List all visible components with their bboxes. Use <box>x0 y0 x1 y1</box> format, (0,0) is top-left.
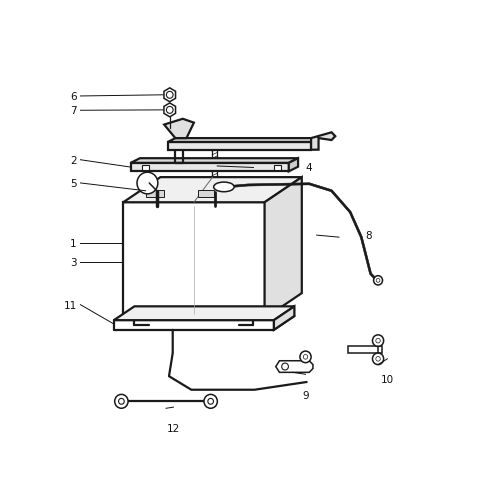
Circle shape <box>376 357 380 361</box>
Bar <box>168 143 311 150</box>
Bar <box>123 203 264 319</box>
Text: 11: 11 <box>63 300 77 310</box>
Text: 6: 6 <box>70 92 77 102</box>
Circle shape <box>204 395 217 408</box>
Text: 4: 4 <box>305 163 312 173</box>
Circle shape <box>115 395 128 408</box>
Polygon shape <box>131 159 298 163</box>
Bar <box>198 191 215 198</box>
Text: 12: 12 <box>167 423 180 433</box>
Bar <box>131 163 289 172</box>
Text: 3: 3 <box>70 258 77 268</box>
Polygon shape <box>274 307 294 330</box>
Ellipse shape <box>214 183 234 192</box>
Text: 8: 8 <box>365 230 372 240</box>
Bar <box>145 191 164 198</box>
Text: 2: 2 <box>70 155 77 165</box>
Text: 7: 7 <box>70 106 77 116</box>
Polygon shape <box>164 89 176 103</box>
Polygon shape <box>168 139 319 143</box>
Polygon shape <box>289 159 298 172</box>
Text: 1: 1 <box>70 238 77 248</box>
Circle shape <box>376 279 380 283</box>
Text: 9: 9 <box>302 390 309 400</box>
Circle shape <box>372 353 384 365</box>
Text: 5: 5 <box>70 178 77 188</box>
Circle shape <box>303 355 308 360</box>
Circle shape <box>119 399 124 404</box>
Polygon shape <box>164 104 176 118</box>
Circle shape <box>167 92 173 99</box>
Bar <box>142 166 148 170</box>
Circle shape <box>300 351 311 363</box>
Circle shape <box>208 399 214 404</box>
Circle shape <box>282 363 288 370</box>
Polygon shape <box>264 178 302 319</box>
Circle shape <box>372 335 384 347</box>
Polygon shape <box>114 307 294 321</box>
Polygon shape <box>164 120 194 139</box>
Circle shape <box>167 107 173 114</box>
Circle shape <box>373 276 383 286</box>
Circle shape <box>376 339 380 343</box>
Bar <box>274 166 281 170</box>
Circle shape <box>137 173 158 194</box>
Text: 10: 10 <box>381 375 394 384</box>
Polygon shape <box>123 178 302 203</box>
Polygon shape <box>276 361 313 373</box>
Polygon shape <box>311 133 335 150</box>
Bar <box>348 346 382 353</box>
